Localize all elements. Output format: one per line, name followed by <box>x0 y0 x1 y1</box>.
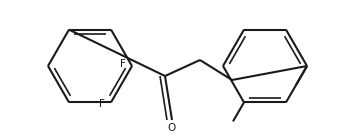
Text: F: F <box>120 59 126 69</box>
Text: O: O <box>168 123 176 133</box>
Text: F: F <box>99 99 105 109</box>
